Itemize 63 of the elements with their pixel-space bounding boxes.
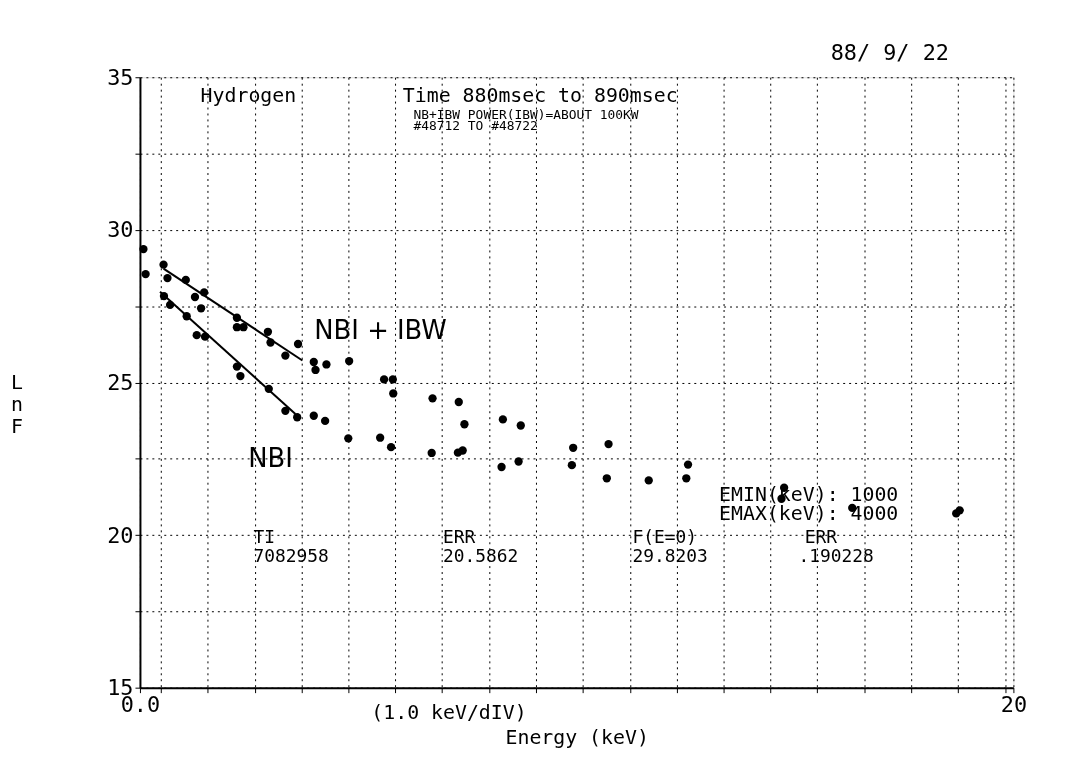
- point: [309, 357, 318, 367]
- y-tick-label: 30: [107, 217, 134, 243]
- point: [281, 406, 290, 415]
- point: [320, 416, 330, 426]
- point: [239, 323, 248, 332]
- series-label: NBI: [248, 442, 293, 473]
- point: [602, 474, 611, 483]
- point: [190, 292, 200, 302]
- point: [311, 365, 320, 375]
- point: [458, 446, 467, 455]
- point: [497, 462, 506, 472]
- point: [567, 461, 577, 470]
- y-tick-label: 25: [107, 369, 134, 395]
- annotation: ERR: [442, 526, 476, 548]
- annotation: Time 880msec to 890msec: [402, 84, 678, 108]
- point: [163, 273, 172, 283]
- point: [498, 415, 508, 424]
- point: [281, 351, 290, 360]
- point: [454, 397, 463, 407]
- point: [682, 474, 691, 483]
- point: [388, 375, 397, 384]
- point: [159, 260, 168, 269]
- annotation: F(E=0): [632, 526, 697, 548]
- point: [644, 476, 653, 485]
- point: [569, 443, 578, 452]
- point: [293, 339, 303, 349]
- x-axis-title: Energy (keV): [505, 725, 649, 749]
- point: [344, 356, 354, 366]
- y-tick-label: 35: [107, 64, 134, 90]
- annotation: ERR: [804, 526, 838, 548]
- point: [604, 439, 613, 449]
- annotation: 7082958: [253, 545, 329, 567]
- y-tick-label: 20: [107, 522, 134, 548]
- annotation: 29.8203: [632, 545, 708, 567]
- annotation: TI: [253, 526, 275, 548]
- point: [309, 411, 318, 420]
- text: (1.0 keV/dIV): [371, 701, 527, 725]
- point: [196, 304, 206, 313]
- series-label: NBI + IBW: [314, 314, 447, 345]
- point: [379, 375, 389, 384]
- y-axis-title: Ln F: [10, 370, 23, 438]
- point: [428, 394, 437, 403]
- point: [683, 460, 693, 469]
- point: [376, 433, 385, 442]
- text: 88/ 9/ 22: [830, 40, 949, 66]
- point: [192, 331, 201, 340]
- annotation: 20.5862: [442, 545, 519, 567]
- point: [344, 434, 353, 443]
- point: [389, 389, 398, 398]
- point: [514, 457, 523, 466]
- point: [516, 421, 525, 430]
- point: [141, 269, 150, 279]
- point: [232, 362, 242, 371]
- point: [263, 327, 273, 336]
- point: [322, 360, 331, 369]
- point: [139, 244, 148, 254]
- point: [427, 448, 436, 458]
- annotation: .190228: [798, 545, 874, 567]
- point: [293, 413, 302, 422]
- point: [386, 443, 396, 452]
- point: [236, 371, 245, 381]
- annotation: Hydrogen: [200, 84, 297, 108]
- point: [460, 420, 469, 429]
